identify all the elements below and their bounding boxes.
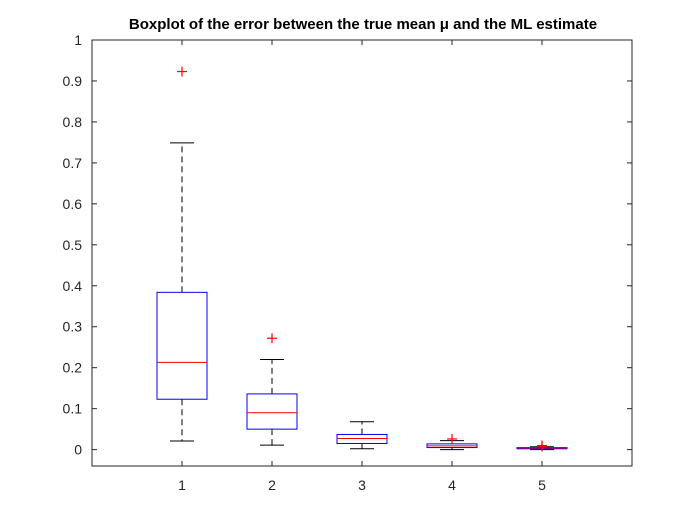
y-tick-label-3: 0.3: [63, 319, 83, 335]
outlier-marker: [267, 333, 277, 344]
x-tick-label-0: 1: [178, 477, 186, 493]
outlier-marker: [177, 66, 187, 77]
y-tick-label-2: 0.2: [63, 360, 83, 376]
iqr-box: [156, 291, 208, 400]
box-group-1: [156, 66, 208, 442]
x-tick-label-3: 4: [448, 477, 456, 493]
box-group-5: [516, 440, 568, 452]
outlier-marker: [447, 433, 457, 444]
y-tick-label-5: 0.5: [63, 237, 83, 253]
iqr-box: [246, 393, 298, 430]
y-tick-label-6: 0.6: [63, 196, 83, 212]
y-tick-label-10: 1: [74, 32, 82, 48]
y-tick-label-4: 0.4: [63, 278, 83, 294]
y-tick-label-1: 0.1: [63, 401, 83, 417]
y-tick-label-0: 0: [74, 442, 82, 458]
box-group-4: [426, 433, 478, 451]
x-tick-label-4: 5: [538, 477, 546, 493]
outlier-marker: [537, 440, 547, 451]
box-group-3: [336, 421, 388, 450]
box-group-2: [246, 333, 298, 446]
y-tick-label-9: 0.9: [63, 73, 83, 89]
x-tick-label-1: 2: [268, 477, 276, 493]
chart-title: Boxplot of the error between the true me…: [129, 16, 597, 33]
plot-marks: [156, 66, 568, 452]
x-tick-label-2: 3: [358, 477, 366, 493]
y-tick-label-7: 0.7: [63, 155, 83, 171]
y-tick-label-8: 0.8: [63, 114, 83, 130]
axis-ticks: 0 0.1 0.2 0.3 0.4 0.5 0.6 0.7 0.8 0.9 1 1 2 3 4 5: [63, 32, 632, 493]
